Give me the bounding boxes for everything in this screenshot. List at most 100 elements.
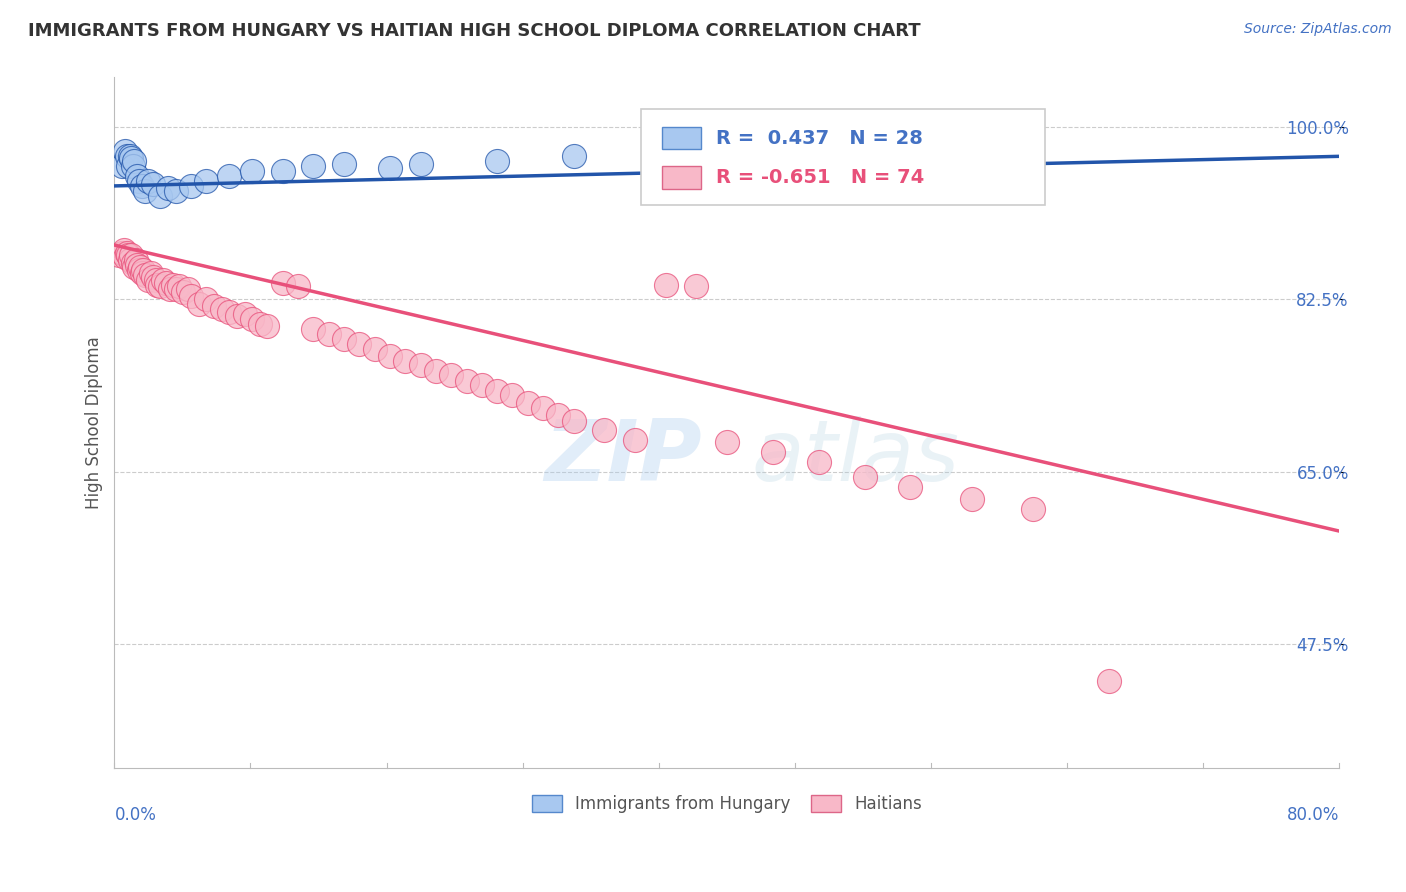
Point [218, 305, 240, 319]
Point [516, 396, 538, 410]
Point [456, 374, 478, 388]
Point [409, 359, 432, 373]
Point [318, 326, 340, 341]
Point [807, 455, 830, 469]
Bar [662, 128, 702, 149]
Point [486, 384, 509, 398]
Point [165, 282, 187, 296]
Point [134, 268, 156, 282]
Point [136, 174, 159, 188]
FancyBboxPatch shape [641, 109, 1045, 205]
Point [333, 157, 356, 171]
Point [131, 266, 153, 280]
Point [134, 184, 156, 198]
Point [124, 154, 146, 169]
Point [378, 349, 401, 363]
Point [118, 149, 141, 163]
Point [149, 188, 172, 202]
Point [121, 159, 143, 173]
Point [146, 277, 169, 292]
Point [132, 262, 155, 277]
Text: R = -0.651   N = 74: R = -0.651 N = 74 [716, 168, 924, 187]
Point [111, 159, 134, 173]
Point [180, 289, 202, 303]
Point [125, 252, 148, 267]
Point [531, 401, 554, 415]
Point [128, 174, 150, 188]
Point [211, 302, 233, 317]
Point [249, 317, 271, 331]
Text: IMMIGRANTS FROM HUNGARY VS HAITIAN HIGH SCHOOL DIPLOMA CORRELATION CHART: IMMIGRANTS FROM HUNGARY VS HAITIAN HIGH … [28, 22, 921, 40]
Point [127, 169, 149, 183]
Point [129, 260, 152, 274]
Text: atlas: atlas [751, 416, 959, 499]
Bar [662, 167, 702, 188]
Point [654, 277, 676, 292]
Point [240, 164, 263, 178]
Point [240, 312, 263, 326]
Point [233, 307, 256, 321]
Point [256, 318, 278, 333]
Point [960, 492, 983, 507]
Point [900, 480, 922, 494]
Point [114, 145, 136, 159]
Text: 80.0%: 80.0% [1286, 805, 1339, 823]
Point [156, 181, 179, 195]
Point [593, 424, 616, 438]
Point [471, 378, 494, 392]
Text: R =  0.437   N = 28: R = 0.437 N = 28 [716, 128, 922, 148]
Point [562, 414, 585, 428]
Point [624, 434, 647, 448]
Point [155, 276, 177, 290]
Point [162, 277, 184, 292]
Point [271, 276, 294, 290]
Point [145, 272, 167, 286]
Point [195, 174, 218, 188]
Point [486, 154, 509, 169]
Point [271, 164, 294, 178]
Point [440, 368, 463, 383]
Point [152, 272, 174, 286]
Point [409, 157, 432, 171]
Point [349, 336, 371, 351]
Point [127, 258, 149, 272]
Point [111, 246, 134, 260]
Point [108, 248, 131, 262]
Point [302, 159, 325, 173]
Point [118, 252, 141, 267]
Point [142, 269, 165, 284]
Text: ZIP: ZIP [544, 416, 702, 499]
Point [165, 184, 187, 198]
Point [120, 151, 142, 165]
Point [378, 161, 401, 176]
Point [115, 246, 138, 260]
Point [114, 250, 136, 264]
Point [159, 282, 181, 296]
Point [142, 177, 165, 191]
Point [363, 342, 385, 356]
Point [501, 388, 523, 402]
Point [149, 279, 172, 293]
Point [167, 279, 190, 293]
Point [762, 445, 785, 459]
Point [187, 297, 209, 311]
Text: Source: ZipAtlas.com: Source: ZipAtlas.com [1244, 22, 1392, 37]
Point [117, 248, 139, 262]
Point [180, 178, 202, 193]
Point [394, 354, 416, 368]
Point [141, 266, 163, 280]
Point [225, 309, 247, 323]
Point [136, 272, 159, 286]
Point [195, 293, 218, 307]
Point [716, 435, 738, 450]
Point [112, 243, 135, 257]
Point [853, 470, 876, 484]
Point [120, 248, 142, 262]
Point [1098, 673, 1121, 688]
Point [547, 408, 569, 422]
Point [218, 169, 240, 183]
Point [425, 364, 447, 378]
Legend: Immigrants from Hungary, Haitians: Immigrants from Hungary, Haitians [523, 787, 929, 822]
Point [128, 262, 150, 277]
Point [302, 322, 325, 336]
